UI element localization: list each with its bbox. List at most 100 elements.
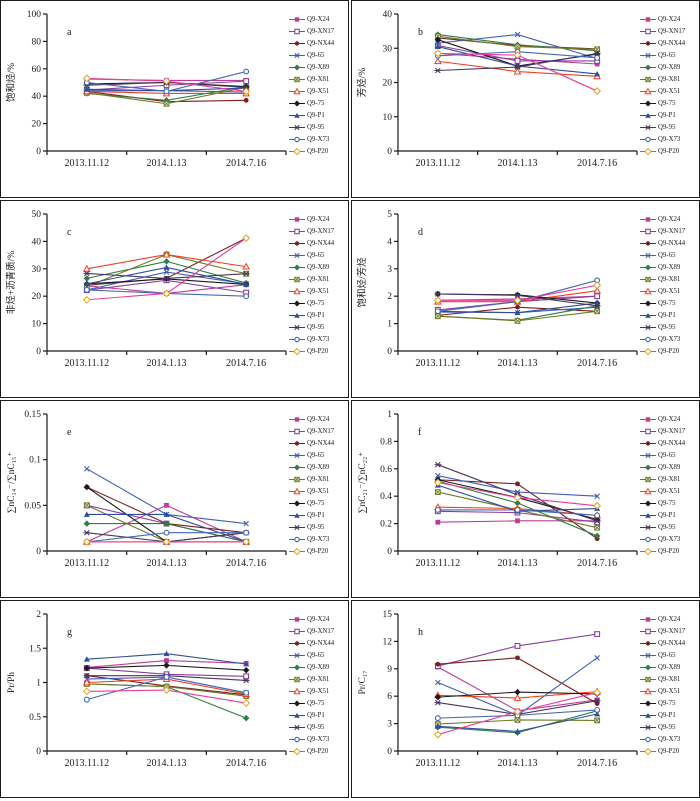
legend-label: Q9-P20 (658, 747, 680, 755)
legend-label: Q9-X51 (307, 487, 330, 495)
x-tick-label: 2014.7.16 (226, 558, 266, 569)
chart-panel-e: 0 0.05 0.1 0.15 2013.11.12 2014.1.13 2014.7.16… (0, 400, 349, 598)
legend-label: Q9-75 (307, 699, 325, 707)
legend-marker-di (640, 500, 656, 506)
y-tick-label: 30 (32, 265, 42, 275)
y-tick-label: 5 (387, 210, 392, 220)
legend-marker-ci (289, 40, 305, 46)
x-tick-label: 2014.1.13 (498, 358, 538, 369)
legend-marker-dio (640, 547, 656, 555)
legend-marker-ci (640, 240, 656, 246)
legend-marker-tr (640, 712, 656, 718)
chart-g-canvas: 0 0.5 1 1.5 2 2013.11.12 2014.1.13 2014.7.16 Pr/… (7, 610, 287, 769)
legend-label: Q9-65 (307, 51, 325, 59)
legend-item: Q9-65 (289, 249, 348, 261)
legend-item: Q9-95 (289, 321, 348, 333)
legend-label: Q9-P20 (307, 147, 329, 155)
y-tick-label: 10 (32, 320, 42, 330)
x-tick-label: 2014.7.16 (226, 358, 266, 369)
x-tick-label: 2013.11.12 (416, 358, 461, 369)
legend-label: Q9-X81 (307, 675, 330, 683)
panel-letter: g (67, 627, 72, 638)
y-axis-ticks: 0 0.5 1 1.5 2 (29, 610, 47, 757)
legend-marker-dio (640, 747, 656, 755)
series-Q9-P20 (433, 281, 602, 305)
legend-label: Q9-X73 (658, 335, 681, 343)
legend-label: Q9-X24 (658, 15, 681, 23)
x-tick-label: 2014.1.13 (498, 158, 538, 169)
x-axis-labels: 2013.11.12 2014.1.13 2014.7.16 (65, 558, 267, 569)
legend-marker-xl (640, 524, 656, 530)
legend-item: Q9-X73 (640, 333, 699, 345)
legend-marker-ci (640, 40, 656, 46)
legend-label: Q9-X89 (658, 663, 681, 671)
legend-label: Q9-95 (307, 123, 325, 131)
legend-marker-sqo (640, 28, 656, 34)
legend-item: Q9-X24 (640, 613, 699, 625)
legend-label: Q9-X51 (658, 687, 681, 695)
chart-b-legend: Q9-X24 Q9-XN17 Q9-NX44 Q9-65 Q9-X89 Q9-X81 Q9-… (640, 1, 699, 197)
legend-marker-sqo (289, 428, 305, 434)
legend-item: Q9-P20 (640, 345, 699, 357)
legend-item: Q9-X81 (289, 73, 348, 85)
legend-item: Q9-XN17 (640, 225, 699, 237)
legend-item: Q9-X24 (289, 413, 348, 425)
series-Q9-P1 (434, 711, 601, 734)
panel-letter: d (418, 227, 423, 238)
y-axis-title: 非烃+沥青质/% (5, 251, 17, 314)
series-Q9-P20 (82, 686, 251, 707)
legend-item: Q9-95 (640, 121, 699, 133)
legend-item: Q9-X73 (289, 333, 348, 345)
axes (397, 414, 638, 555)
legend-item: Q9-X81 (640, 473, 699, 485)
legend-item: Q9-P20 (289, 145, 348, 157)
legend-item: Q9-65 (640, 49, 699, 61)
legend-marker-di (640, 264, 656, 270)
legend-marker-tro (289, 87, 305, 94)
legend-marker-bx (640, 76, 656, 82)
legend-label: Q9-XN17 (307, 27, 335, 35)
legend-label: Q9-X81 (658, 75, 681, 83)
y-axis-ticks: 0 20 40 60 80 100 (27, 10, 47, 157)
y-tick-label: 20 (32, 120, 42, 130)
legend-marker-di (640, 100, 656, 106)
legend-item: Q9-X89 (640, 461, 699, 473)
legend-label: Q9-65 (658, 251, 676, 259)
chart-panel-f: 0 0.2 0.4 0.6 0.8 1 2013.11.12 2014.1.13 2014.7.… (351, 400, 700, 598)
series-Q9-95 (434, 50, 601, 74)
legend-item: Q9-X81 (289, 673, 348, 685)
x-tick-label: 2014.7.16 (577, 358, 617, 369)
legend-marker-sq (640, 216, 656, 222)
x-axis-labels: 2013.11.12 2014.1.13 2014.7.16 (416, 558, 618, 569)
legend-label: Q9-65 (307, 651, 325, 659)
chart-a-canvas: 0 20 40 60 80 100 2013.11.12 2014.1.13 2014.7.16… (5, 10, 287, 169)
legend-marker-dio (289, 147, 305, 155)
x-tick-label: 2014.1.13 (147, 358, 187, 369)
chart-d-legend: Q9-X24 Q9-XN17 Q9-NX44 Q9-65 Q9-X89 Q9-X81 Q9-… (640, 201, 699, 397)
legend-marker-bx (640, 276, 656, 282)
legend-item: Q9-NX44 (640, 237, 699, 249)
legend-marker-bx (640, 676, 656, 682)
legend-label: Q9-XN17 (307, 427, 335, 435)
panel-letter: c (67, 227, 72, 238)
legend-marker-di (289, 64, 305, 70)
legend-label: Q9-P1 (658, 711, 676, 719)
chart-e-canvas: 0 0.05 0.1 0.15 2013.11.12 2014.1.13 2014.7.16… (7, 410, 287, 569)
legend-item: Q9-X24 (289, 613, 348, 625)
legend-item: Q9-75 (289, 297, 348, 309)
legend-item: Q9-X73 (289, 133, 348, 145)
legend-marker-tro (640, 87, 656, 94)
legend-label: Q9-NX44 (307, 39, 335, 47)
legend-marker-sq (289, 616, 305, 622)
legend-item: Q9-X89 (640, 261, 699, 273)
legend-item: Q9-P1 (640, 509, 699, 521)
legend-item: Q9-NX44 (289, 237, 348, 249)
legend-marker-di (640, 664, 656, 670)
y-tick-label: 6 (387, 692, 392, 702)
legend-item: Q9-XN17 (640, 625, 699, 637)
legend-label: Q9-X24 (307, 15, 330, 23)
legend-marker-x (640, 652, 656, 658)
legend-marker-dio (289, 747, 305, 755)
legend-label: Q9-P1 (307, 511, 325, 519)
legend-item: Q9-P1 (640, 309, 699, 321)
